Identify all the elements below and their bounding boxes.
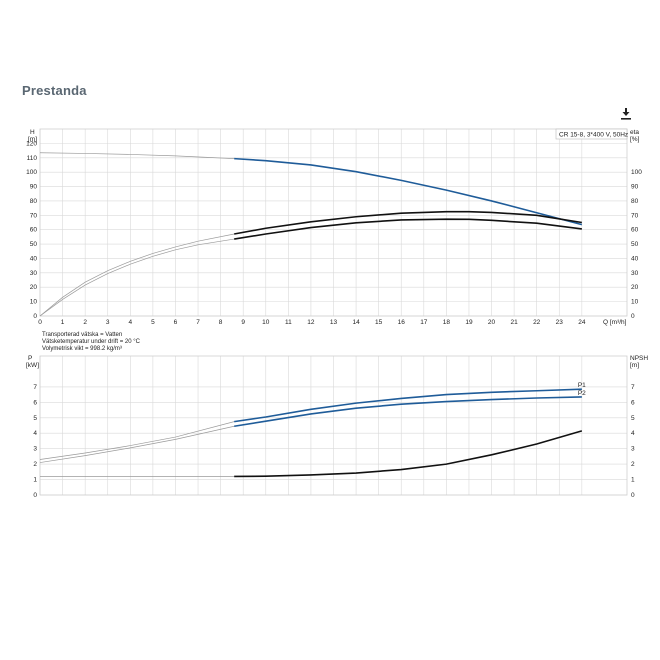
x-tick-label: 18 bbox=[443, 319, 451, 326]
x-tick-label: 2 bbox=[83, 319, 87, 326]
y-right-tick-label: 50 bbox=[631, 241, 639, 248]
y-right-tick-label: 3 bbox=[631, 446, 635, 453]
x-tick-label: 8 bbox=[219, 319, 223, 326]
y-right-tick-label: 0 bbox=[631, 313, 635, 320]
power-curve-p1 bbox=[234, 388, 582, 423]
x-tick-label: 3 bbox=[106, 319, 110, 326]
y-axis-unit: [m] bbox=[28, 136, 37, 143]
y-right-tick-label: 2 bbox=[631, 461, 635, 468]
x-tick-label: 13 bbox=[330, 319, 338, 326]
y-right-tick-label: 1 bbox=[631, 477, 635, 484]
y-right-tick-label: 100 bbox=[631, 169, 642, 176]
x-tick-label: 21 bbox=[510, 319, 518, 326]
legend-box bbox=[555, 128, 628, 140]
x-tick-label: 16 bbox=[398, 319, 406, 326]
y-tick-label: 5 bbox=[33, 415, 37, 422]
download-icon[interactable] bbox=[619, 107, 633, 121]
y-axis-label: P bbox=[28, 355, 32, 362]
x-axis-label: Q [m³/h] bbox=[603, 319, 627, 326]
y-right-tick-label: 6 bbox=[631, 399, 635, 406]
y-right-axis-label: NPSH bbox=[630, 355, 648, 362]
y-tick-label: 6 bbox=[33, 399, 37, 406]
y-tick-label: 80 bbox=[30, 198, 38, 205]
y-tick-label: 50 bbox=[30, 241, 38, 248]
legend-box-text: CR 15-8, 3*400 V, 50Hz bbox=[559, 132, 628, 139]
y-right-axis-unit: [m] bbox=[630, 362, 639, 369]
y-tick-label: 0 bbox=[33, 313, 37, 320]
power-curve-p2-extrapolated bbox=[39, 425, 235, 463]
y-tick-label: 10 bbox=[30, 299, 38, 306]
fluid-note: Vätsketemperatur under drift = 20 °C bbox=[42, 339, 141, 345]
y-tick-label: 1 bbox=[33, 477, 37, 484]
y-right-tick-label: 70 bbox=[631, 212, 639, 219]
efficiency-curve-extrapolated bbox=[39, 238, 235, 317]
y-tick-label: 30 bbox=[30, 270, 38, 277]
head-curve-extrapolated bbox=[39, 152, 235, 159]
y-tick-label: 110 bbox=[27, 155, 38, 162]
efficiency-curve bbox=[234, 218, 582, 240]
y-tick-label: 2 bbox=[33, 461, 37, 468]
x-tick-label: 12 bbox=[307, 319, 315, 326]
y-right-tick-label: 5 bbox=[631, 415, 635, 422]
y-right-tick-label: 60 bbox=[631, 227, 639, 234]
y-tick-label: 120 bbox=[26, 140, 37, 147]
x-tick-label: 19 bbox=[465, 319, 473, 326]
y-right-tick-label: 20 bbox=[631, 284, 639, 291]
npsh-curve bbox=[234, 430, 583, 478]
efficiency-curve bbox=[234, 210, 582, 235]
x-tick-label: 7 bbox=[196, 319, 200, 326]
y-tick-label: 0 bbox=[33, 492, 37, 499]
y-right-tick-label: 7 bbox=[631, 384, 635, 391]
x-tick-label: 5 bbox=[151, 319, 155, 326]
head-curve bbox=[234, 157, 583, 226]
y-right-tick-label: 40 bbox=[631, 255, 639, 262]
series-label: P1 bbox=[578, 382, 586, 389]
x-tick-label: 20 bbox=[488, 319, 496, 326]
y-right-axis-label: eta bbox=[630, 129, 639, 136]
x-tick-label: 17 bbox=[420, 319, 428, 326]
download-glyph bbox=[621, 108, 631, 120]
y-right-tick-label: 80 bbox=[631, 198, 639, 205]
fluid-note: Transporterad vätska = Vatten bbox=[42, 332, 122, 338]
x-tick-label: 24 bbox=[578, 319, 586, 326]
y-right-tick-label: 10 bbox=[631, 299, 639, 306]
x-tick-label: 22 bbox=[533, 319, 541, 326]
fluid-note: Volymetrisk vikt = 998.2 kg/m³ bbox=[42, 346, 122, 352]
section-title: Prestanda bbox=[22, 83, 87, 98]
x-tick-label: 14 bbox=[352, 319, 360, 326]
y-right-axis-unit: [%] bbox=[630, 136, 640, 143]
plot-frame bbox=[39, 128, 628, 317]
x-tick-label: 4 bbox=[128, 319, 132, 326]
y-right-tick-label: 90 bbox=[631, 184, 639, 191]
y-tick-label: 3 bbox=[33, 446, 37, 453]
x-tick-label: 6 bbox=[174, 319, 178, 326]
y-tick-label: 90 bbox=[30, 184, 38, 191]
y-tick-label: 40 bbox=[30, 255, 38, 262]
y-tick-label: 60 bbox=[30, 227, 38, 234]
x-tick-label: 15 bbox=[375, 319, 383, 326]
y-right-tick-label: 4 bbox=[631, 430, 635, 437]
plot-frame bbox=[39, 355, 628, 496]
y-tick-label: 4 bbox=[33, 430, 37, 437]
efficiency-curve-extrapolated bbox=[39, 233, 235, 317]
x-tick-label: 23 bbox=[556, 319, 564, 326]
y-axis-unit: [kW] bbox=[26, 362, 39, 369]
x-tick-label: 10 bbox=[262, 319, 270, 326]
x-tick-label: 0 bbox=[38, 319, 42, 326]
x-tick-label: 11 bbox=[285, 319, 292, 326]
series-label: P2 bbox=[578, 390, 586, 397]
power-curve-p2 bbox=[234, 396, 582, 428]
y-tick-label: 70 bbox=[30, 212, 38, 219]
x-tick-label: 9 bbox=[241, 319, 245, 326]
y-tick-label: 20 bbox=[30, 284, 38, 291]
y-axis-label: H bbox=[30, 129, 35, 136]
y-tick-label: 100 bbox=[26, 169, 37, 176]
y-tick-label: 7 bbox=[33, 384, 37, 391]
y-right-tick-label: 0 bbox=[631, 492, 635, 499]
x-tick-label: 1 bbox=[61, 319, 65, 326]
y-right-tick-label: 30 bbox=[631, 270, 639, 277]
power-curve-p1-extrapolated bbox=[39, 421, 235, 460]
